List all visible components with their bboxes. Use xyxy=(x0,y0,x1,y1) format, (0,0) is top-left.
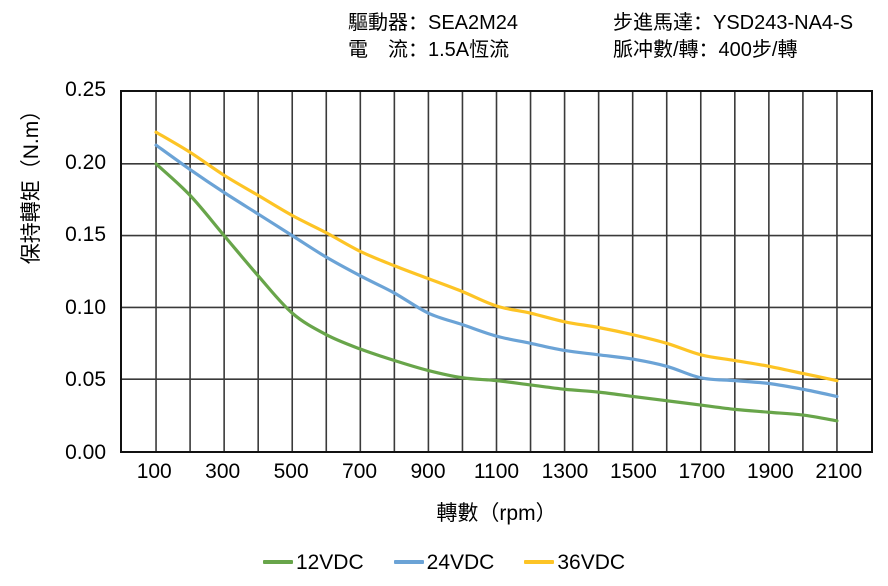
y-axis-tick: 0.10 xyxy=(65,295,106,319)
y-axis-tick: 0.00 xyxy=(65,441,106,464)
chart-legend: 12VDC 24VDC 36VDC xyxy=(0,545,888,579)
plot-area xyxy=(120,90,873,453)
x-axis-tick: 1900 xyxy=(746,460,794,483)
chart-header: 驅動器：SEA2M24 步進馬達：YSD243-NA4-S 電 流：1.5A恆流… xyxy=(0,8,888,66)
legend-item-24vdc[interactable]: 24VDC xyxy=(393,550,495,574)
driver-model-text: 驅動器：SEA2M24 xyxy=(348,12,519,34)
x-axis-tick: 500 xyxy=(273,460,309,483)
legend-item-36vdc[interactable]: 36VDC xyxy=(524,552,625,573)
x-axis-tick-labels: 100 300 500 700 900 1100 1300 1500 1700 1900 2100 xyxy=(120,460,873,490)
x-axis-tick: 1500 xyxy=(610,460,657,483)
legend-swatch-icon xyxy=(262,560,293,564)
y-axis-tick: 0.20 xyxy=(65,150,106,174)
x-axis-tick: 900 xyxy=(410,460,446,483)
x-axis-tick: 100 xyxy=(136,460,172,483)
legend-label: 36VDC xyxy=(557,550,626,574)
y-axis-tick-labels: 0.00 0.05 0.10 0.15 0.20 0.25 xyxy=(24,79,114,463)
legend-swatch-icon xyxy=(393,560,424,564)
header-row: 電 流：1.5A恆流 脈冲數/轉：400步/轉 xyxy=(0,37,888,64)
x-axis-title: 轉數（rpm） xyxy=(436,502,557,525)
y-axis-tick: 0.05 xyxy=(65,368,106,392)
x-axis-tick: 300 xyxy=(205,460,241,483)
header-row: 驅動器：SEA2M24 步進馬達：YSD243-NA4-S xyxy=(0,10,888,37)
stepper-motor-text: 步進馬達：YSD243-NA4-S xyxy=(613,12,854,34)
x-axis-tick: 2100 xyxy=(815,460,863,483)
x-axis-tick: 1100 xyxy=(473,460,520,483)
gridlines xyxy=(122,92,871,451)
x-axis-tick: 1300 xyxy=(541,460,589,483)
x-axis-tick: 700 xyxy=(342,460,378,483)
legend-swatch-icon xyxy=(524,560,555,564)
legend-item-12vdc[interactable]: 12VDC xyxy=(262,550,364,574)
x-axis-tick: 1700 xyxy=(678,460,726,483)
pulses-per-rev-text: 脈冲數/轉：400步/轉 xyxy=(613,39,798,61)
y-axis-tick: 0.15 xyxy=(65,223,106,247)
y-axis-tick: 0.25 xyxy=(65,78,106,101)
legend-label: 24VDC xyxy=(426,550,495,574)
current-text: 電 流：1.5A恆流 xyxy=(348,39,510,61)
torque-speed-chart: 保持轉矩（N.m） 0.00 0.05 0.10 0.15 0.20 0.25 100 30… xyxy=(0,62,888,586)
legend-label: 12VDC xyxy=(295,550,364,574)
